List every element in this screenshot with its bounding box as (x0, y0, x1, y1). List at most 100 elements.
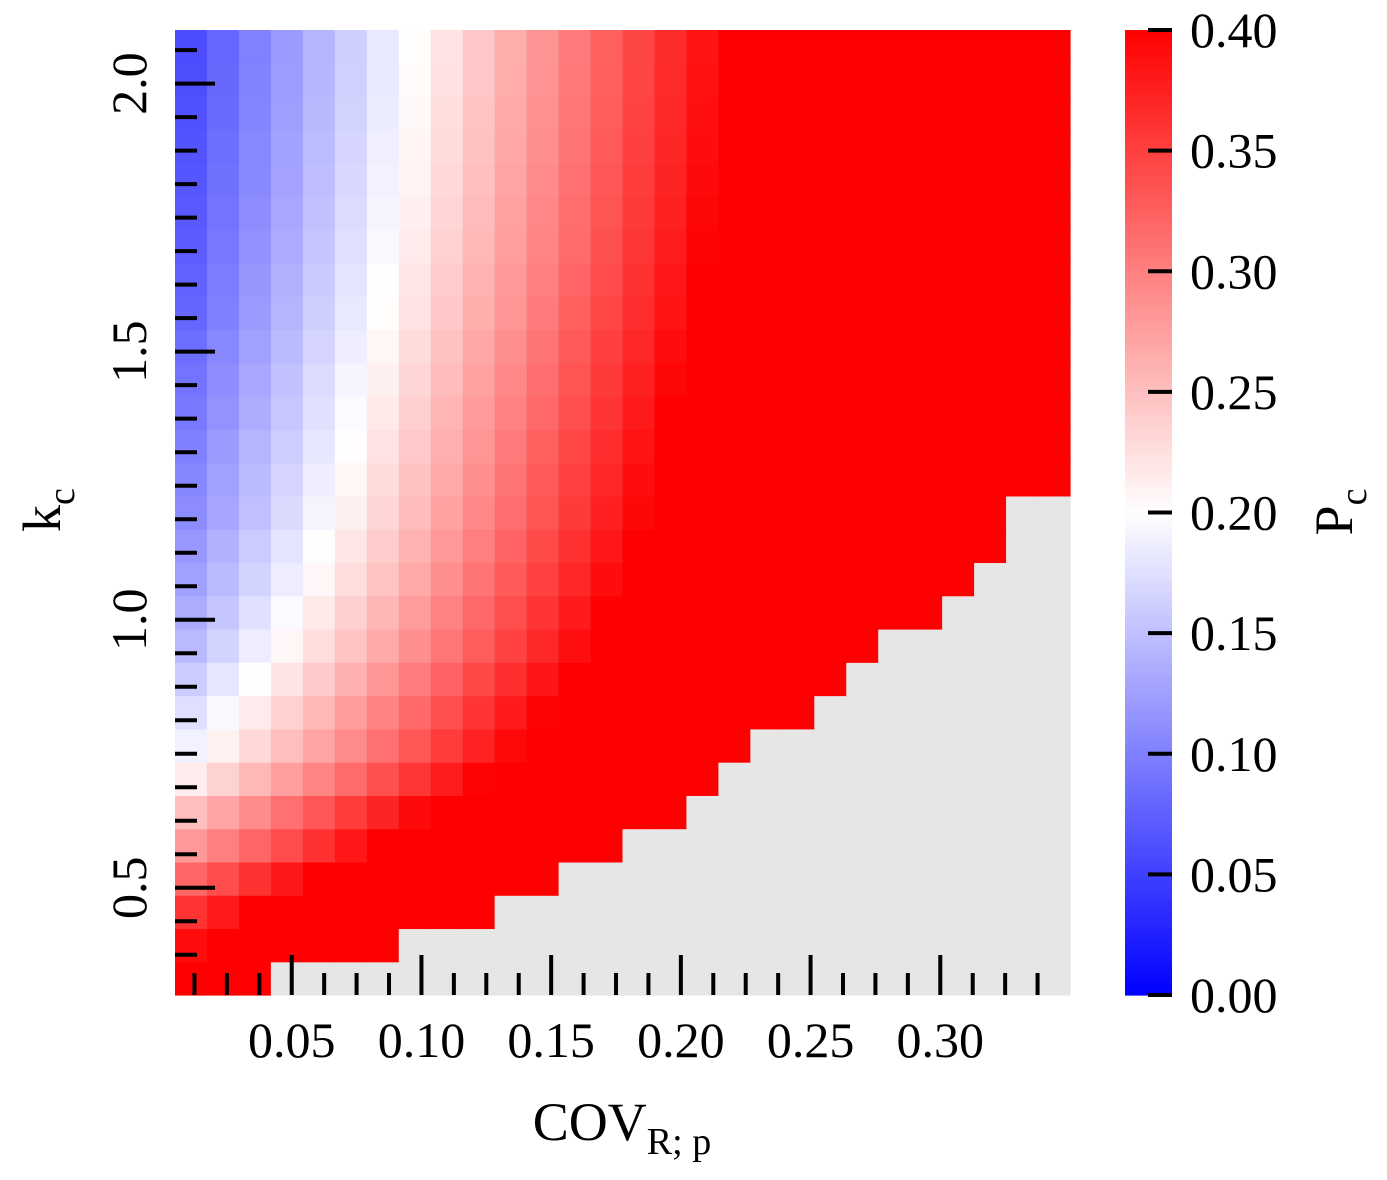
colorbar-segment (1125, 295, 1172, 303)
heatmap-cell (942, 196, 975, 231)
colorbar-segment (1125, 952, 1172, 960)
colorbar-tick-label: 0.30 (1190, 243, 1278, 299)
heatmap-cell (270, 762, 304, 796)
heatmap-cell (430, 928, 464, 963)
heatmap-cell (494, 129, 528, 164)
heatmap-cell (1006, 762, 1039, 796)
colorbar-segment (1125, 373, 1172, 381)
heatmap-cell (1038, 562, 1071, 597)
heatmap-cell (526, 296, 560, 331)
heatmap-cell (910, 462, 943, 497)
heatmap-cell (558, 429, 592, 464)
heatmap-cell (782, 762, 815, 796)
heatmap-cell (462, 30, 496, 64)
colorbar-segment (1125, 391, 1172, 399)
heatmap-cell (526, 928, 560, 963)
colorbar-segment (1125, 476, 1172, 483)
heatmap-cell (206, 529, 240, 564)
colorbar-segment (1125, 711, 1172, 719)
heatmap-cell (974, 462, 1007, 497)
heatmap-cell (878, 296, 911, 331)
colorbar-segment (1125, 313, 1172, 321)
colorbar-segment (1125, 307, 1172, 315)
heatmap-cell (558, 828, 592, 863)
heatmap-cell (494, 628, 528, 663)
heatmap-cell (654, 529, 688, 564)
heatmap-cell (974, 961, 1007, 996)
heatmap-cell (175, 30, 208, 64)
heatmap-cell (942, 662, 975, 697)
colorbar-segment (1125, 241, 1172, 248)
heatmap-cell (206, 562, 240, 597)
heatmap-cell (270, 529, 304, 564)
heatmap-cell (398, 396, 432, 430)
heatmap-cell (846, 795, 879, 830)
heatmap-cell (974, 662, 1007, 697)
heatmap-cell (558, 895, 592, 930)
heatmap-cell (494, 961, 528, 996)
heatmap-cell (782, 129, 815, 164)
colorbar-tick-label: 0.40 (1190, 2, 1278, 58)
heatmap-cell (846, 329, 879, 364)
heatmap-cell (302, 762, 336, 796)
heatmap-cell (558, 562, 592, 597)
heatmap-cell (782, 462, 815, 497)
heatmap-cell (398, 229, 432, 264)
colorbar-segment (1125, 434, 1172, 441)
heatmap-cell (398, 129, 432, 164)
heatmap-cell (398, 329, 432, 364)
heatmap-cell (718, 529, 751, 564)
colorbar-segment (1125, 48, 1172, 55)
heatmap-cell (430, 229, 464, 264)
heatmap-cell (622, 895, 656, 930)
heatmap-cell (878, 828, 911, 863)
heatmap-cell (238, 196, 272, 231)
heatmap-cell (750, 296, 783, 331)
heatmap-cell (686, 762, 719, 796)
heatmap-cell (1006, 129, 1039, 164)
heatmap-cell (974, 30, 1007, 64)
heatmap-cell (270, 30, 304, 64)
heatmap-cell (846, 96, 879, 131)
heatmap-cell (366, 229, 400, 264)
heatmap-cell (430, 96, 464, 131)
heatmap-cell (526, 828, 560, 863)
heatmap-cell (750, 895, 783, 930)
heatmap-cell (942, 63, 975, 98)
heatmap-cell (398, 163, 432, 197)
heatmap-cell (398, 762, 432, 796)
colorbar-tick-label: 0.05 (1190, 846, 1278, 902)
heatmap-cell (878, 529, 911, 564)
colorbar-segment (1125, 518, 1172, 526)
heatmap-cell (494, 329, 528, 364)
heatmap-cell (526, 795, 560, 830)
colorbar-segment (1125, 657, 1172, 664)
heatmap-cell (942, 961, 975, 996)
heatmap-cell (334, 163, 368, 197)
heatmap-cell (590, 163, 624, 197)
colorbar-segment (1125, 777, 1172, 785)
heatmap-cell (526, 695, 560, 730)
colorbar-segment (1125, 36, 1172, 43)
heatmap-cell (782, 795, 815, 830)
heatmap-cell (366, 396, 400, 430)
colorbar-segment (1125, 247, 1172, 254)
heatmap-cell (686, 695, 719, 730)
heatmap-cell (175, 329, 208, 364)
heatmap-cell (462, 828, 496, 863)
colorbar-segment (1125, 512, 1172, 520)
heatmap-cell (814, 429, 847, 464)
heatmap-cell (430, 795, 464, 830)
colorbar-segment (1125, 428, 1172, 435)
heatmap-cell (334, 462, 368, 497)
colorbar-segment (1125, 349, 1172, 357)
heatmap-cell (1038, 529, 1071, 564)
heatmap-cell (782, 728, 815, 763)
heatmap-cell (494, 296, 528, 331)
colorbar-segment (1125, 367, 1172, 375)
heatmap-cell (846, 728, 879, 763)
heatmap-cell (590, 462, 624, 497)
heatmap-cell (878, 728, 911, 763)
heatmap-cell (718, 462, 751, 497)
heatmap-cell (175, 861, 208, 896)
